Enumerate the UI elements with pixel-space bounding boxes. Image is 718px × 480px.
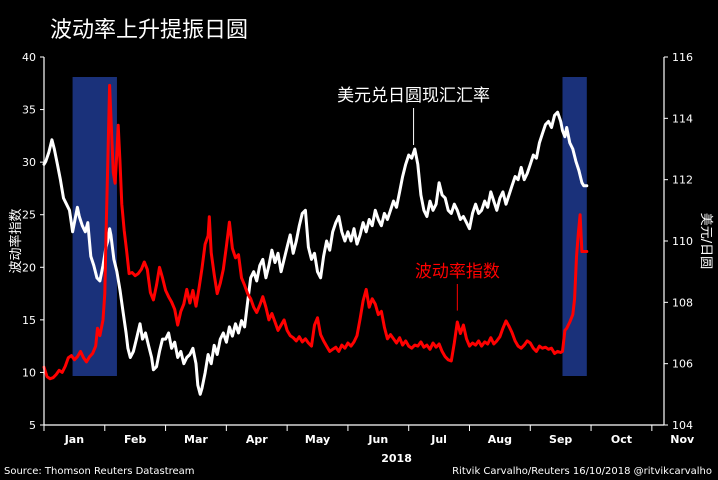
left-tick-label-4: 25	[22, 209, 36, 222]
source-note: Source: Thomson Reuters Datastream	[4, 466, 195, 477]
right-axis-title: 美元/日圆	[698, 213, 713, 269]
month-label-feb: Feb	[124, 433, 147, 446]
month-label-oct: Oct	[611, 433, 632, 446]
month-label-sep: Sep	[549, 433, 572, 446]
right-tick-label-1: 106	[672, 358, 693, 371]
month-label-nov: Nov	[670, 433, 695, 446]
left-tick-label-3: 20	[22, 261, 36, 274]
month-label-mar: Mar	[184, 433, 208, 446]
right-tick-label-5: 114	[672, 112, 693, 125]
credit-note: Ritvik Carvalho/Reuters 16/10/2018 @ritv…	[452, 466, 712, 477]
volatility-line	[42, 83, 589, 381]
right-tick-label-3: 110	[672, 235, 693, 248]
left-tick-label-5: 30	[22, 156, 36, 169]
right-tick-label-0: 104	[672, 419, 693, 432]
month-label-may: May	[305, 433, 330, 446]
right-tick-label-6: 116	[672, 51, 693, 64]
month-label-jun: Jun	[367, 433, 388, 446]
month-label-aug: Aug	[488, 433, 512, 446]
month-label-jan: Jan	[64, 433, 84, 446]
left-axis-title: 波动率指数	[8, 208, 24, 273]
left-tick-label-6: 35	[22, 104, 36, 117]
usdjpy-line	[42, 110, 589, 396]
left-tick-label-2: 15	[22, 314, 36, 327]
volatility-annotation: 波动率指数	[415, 262, 500, 282]
chart-title: 波动率上升提振日圆	[50, 18, 249, 43]
x-axis-label: 2018	[381, 452, 412, 465]
left-tick-label-7: 40	[22, 51, 36, 64]
left-tick-label-0: 5	[29, 419, 36, 432]
right-tick-label-4: 112	[672, 174, 693, 187]
usdjpy-annotation: 美元兑日圆现汇汇率	[337, 86, 490, 106]
left-tick-label-1: 10	[22, 366, 36, 379]
month-label-apr: Apr	[246, 433, 268, 446]
right-tick-label-2: 108	[672, 296, 693, 309]
month-label-jul: Jul	[430, 433, 447, 446]
